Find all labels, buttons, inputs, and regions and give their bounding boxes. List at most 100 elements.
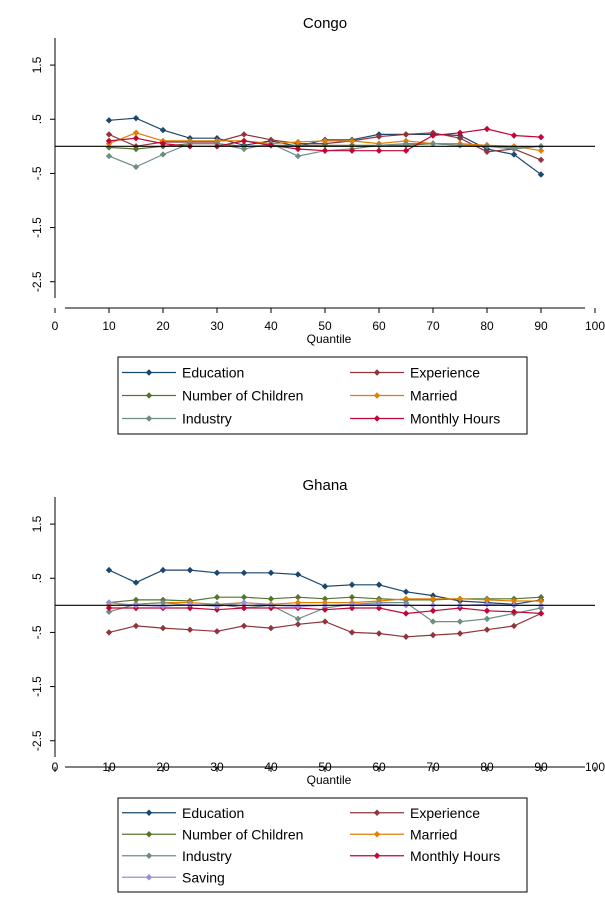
legend-marker: [145, 852, 153, 859]
x-tick-label: 60: [372, 319, 386, 333]
x-tick-label: 100: [585, 760, 605, 774]
data-point: [429, 607, 437, 614]
legend-label: Married: [410, 388, 457, 404]
data-point: [537, 171, 545, 178]
legend-marker: [145, 831, 153, 838]
legend-label: Number of Children: [182, 826, 303, 842]
data-point: [213, 594, 221, 601]
data-point: [429, 140, 437, 147]
data-point: [483, 596, 491, 604]
legend-box: [117, 356, 528, 435]
x-tick-label: 30: [210, 319, 224, 333]
data-point: [429, 132, 437, 139]
data-point: [402, 140, 410, 147]
data-point: [132, 163, 140, 171]
data-point: [294, 621, 302, 628]
data-point: [240, 599, 248, 606]
data-point: [483, 125, 491, 133]
data-point: [321, 147, 329, 154]
y-tick-label: -2.5: [30, 730, 44, 751]
legend-marker: [373, 852, 381, 859]
data-point: [240, 145, 248, 153]
data-point: [105, 131, 113, 138]
data-point: [213, 606, 221, 613]
legend-marker: [373, 415, 381, 422]
series-line: [108, 612, 542, 638]
data-point: [105, 608, 113, 616]
x-tick-label: 10: [102, 760, 116, 774]
data-point: [213, 569, 221, 577]
data-point: [537, 133, 545, 141]
data-point: [537, 597, 545, 605]
x-tick-label: 50: [318, 319, 332, 333]
data-point: [510, 132, 518, 139]
legend-label: Saving: [182, 869, 225, 885]
data-point: [240, 594, 248, 601]
data-point: [186, 626, 194, 633]
data-point: [348, 142, 356, 149]
x-tick-label: 50: [318, 760, 332, 774]
data-point: [537, 147, 545, 154]
data-point: [294, 152, 302, 160]
legend-label: Education: [182, 365, 244, 381]
y-tick-label: -2.5: [30, 271, 44, 292]
data-point: [294, 138, 302, 146]
data-point: [105, 599, 113, 606]
data-point: [402, 633, 410, 640]
y-tick-label: .5: [30, 114, 44, 124]
legend-marker: [373, 831, 381, 838]
data-point: [213, 628, 221, 635]
data-point: [159, 624, 167, 632]
legend-label: Monthly Hours: [410, 411, 500, 427]
data-point: [348, 604, 356, 612]
data-point: [429, 592, 437, 599]
data-point: [348, 581, 356, 588]
data-point: [213, 603, 221, 610]
data-point: [240, 569, 248, 577]
data-point: [105, 137, 113, 145]
data-point: [510, 151, 518, 158]
data-point: [159, 603, 167, 610]
legend-label: Industry: [182, 848, 232, 864]
x-tick-label: 80: [480, 760, 494, 774]
data-point: [105, 152, 113, 160]
chart-title: Congo: [303, 15, 347, 32]
data-point: [321, 606, 329, 613]
y-tick-label: -.5: [30, 625, 44, 639]
data-point: [348, 629, 356, 636]
x-tick-label: 20: [156, 760, 170, 774]
data-point: [240, 131, 248, 138]
x-tick-label: 70: [426, 760, 440, 774]
data-point: [132, 145, 140, 153]
x-tick-label: 70: [426, 319, 440, 333]
data-point: [483, 148, 491, 155]
data-point: [132, 622, 140, 630]
data-point: [429, 618, 437, 625]
data-point: [537, 610, 545, 617]
data-point: [294, 142, 302, 149]
data-point: [321, 142, 329, 149]
data-point: [429, 595, 437, 603]
legend-marker: [373, 809, 381, 816]
data-point: [510, 597, 518, 605]
data-point: [402, 610, 410, 617]
data-point: [456, 618, 464, 625]
data-point: [132, 135, 140, 142]
data-point: [159, 566, 167, 574]
chart-title: Ghana: [302, 477, 348, 494]
data-point: [321, 618, 329, 625]
legend-marker: [373, 369, 381, 376]
data-point: [321, 595, 329, 603]
data-point: [105, 117, 113, 124]
data-point: [132, 579, 140, 586]
data-point: [375, 604, 383, 612]
data-point: [510, 622, 518, 630]
data-point: [375, 142, 383, 149]
x-axis-label: Quantile: [307, 773, 352, 787]
data-point: [159, 140, 167, 147]
x-tick-label: 10: [102, 319, 116, 333]
legend-label: Experience: [410, 365, 480, 381]
data-point: [267, 136, 275, 144]
data-point: [132, 596, 140, 604]
